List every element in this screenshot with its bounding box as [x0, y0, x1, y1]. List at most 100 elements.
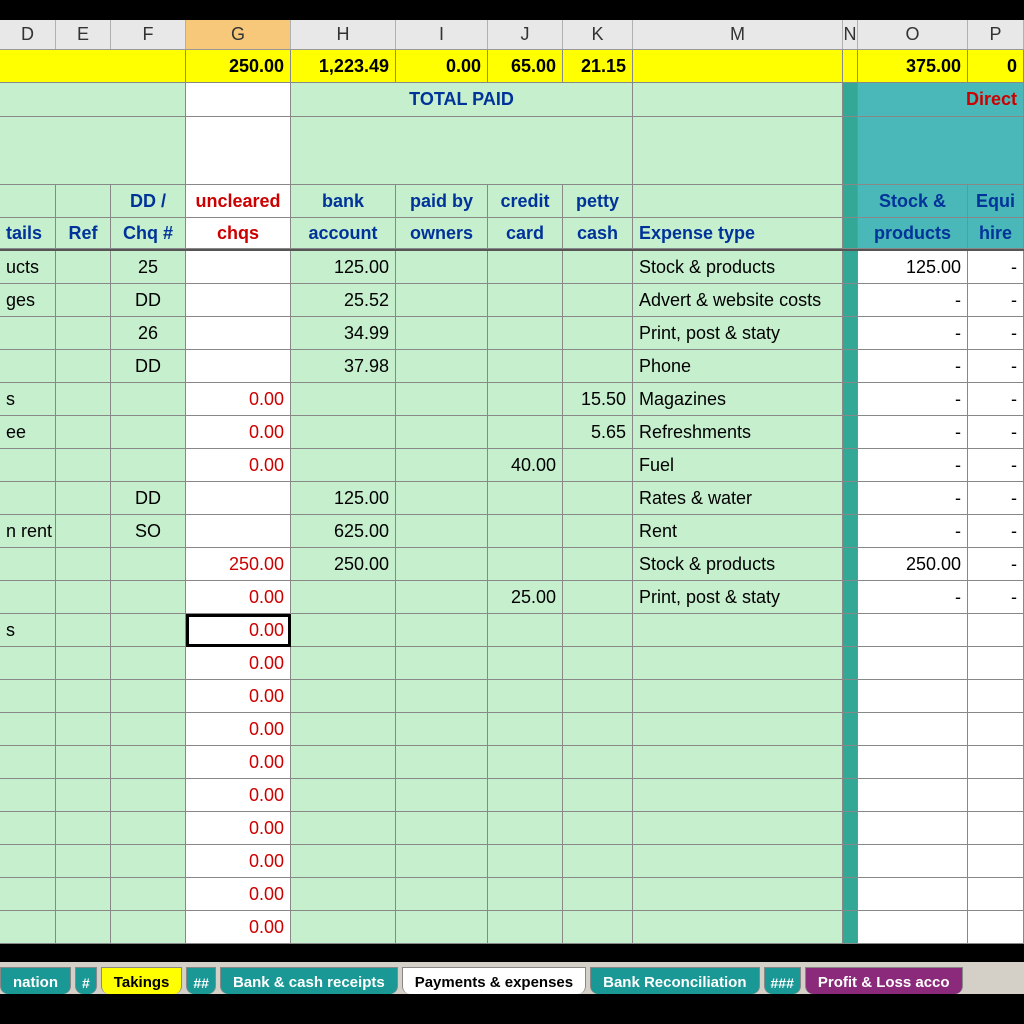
cell-details[interactable]	[0, 581, 56, 614]
cell-uncleared[interactable]: 0.00	[186, 680, 291, 713]
direct-header[interactable]: Direct	[858, 83, 1024, 117]
cell-credit[interactable]: 25.00	[488, 581, 563, 614]
cell-uncleared[interactable]	[186, 284, 291, 317]
cell-uncleared[interactable]	[186, 482, 291, 515]
cell-divider[interactable]	[843, 416, 858, 449]
cell-owners[interactable]	[396, 383, 488, 416]
cell-bank[interactable]	[291, 779, 396, 812]
cell-uncleared[interactable]: 0.00	[186, 746, 291, 779]
cell-expense-type[interactable]: Phone	[633, 350, 843, 383]
cell-credit[interactable]	[488, 482, 563, 515]
lbl-N1[interactable]	[843, 185, 858, 218]
cell-equip[interactable]	[968, 713, 1024, 746]
cell-details[interactable]	[0, 449, 56, 482]
cell-stock[interactable]: -	[858, 449, 968, 482]
cell-uncleared[interactable]: 0.00	[186, 845, 291, 878]
total-H[interactable]: 1,223.49	[291, 50, 396, 83]
cell-divider[interactable]	[843, 548, 858, 581]
lbl-O2[interactable]: products	[858, 218, 968, 249]
cell-credit[interactable]	[488, 878, 563, 911]
cell-owners[interactable]	[396, 482, 488, 515]
cell-bank[interactable]: 34.99	[291, 317, 396, 350]
cell-stock[interactable]: -	[858, 383, 968, 416]
cell-details[interactable]	[0, 812, 56, 845]
cell-stock[interactable]: -	[858, 350, 968, 383]
cell-owners[interactable]	[396, 845, 488, 878]
cell-equip[interactable]: -	[968, 416, 1024, 449]
cell-petty[interactable]	[563, 614, 633, 647]
cell-owners[interactable]	[396, 548, 488, 581]
cell-details[interactable]: ee	[0, 416, 56, 449]
cell-chq[interactable]	[111, 614, 186, 647]
cell-equip[interactable]: -	[968, 548, 1024, 581]
cell-expense-type[interactable]: Rent	[633, 515, 843, 548]
cell-details[interactable]	[0, 713, 56, 746]
sp1[interactable]	[0, 117, 186, 185]
cell-equip[interactable]	[968, 812, 1024, 845]
lbl-N2[interactable]	[843, 218, 858, 249]
cell-uncleared[interactable]: 0.00	[186, 812, 291, 845]
cell-uncleared[interactable]: 0.00	[186, 614, 291, 647]
cell-stock[interactable]: -	[858, 482, 968, 515]
column-header-E[interactable]: E	[56, 20, 111, 49]
cell-chq[interactable]: DD	[111, 284, 186, 317]
cell-uncleared[interactable]	[186, 350, 291, 383]
sheet-tab[interactable]: Payments & expenses	[402, 967, 586, 994]
cell-chq[interactable]	[111, 878, 186, 911]
cell-credit[interactable]: 40.00	[488, 449, 563, 482]
cell-uncleared[interactable]	[186, 251, 291, 284]
cell-petty[interactable]	[563, 911, 633, 944]
cell-ref[interactable]	[56, 317, 111, 350]
cell-ref[interactable]	[56, 614, 111, 647]
cell-equip[interactable]	[968, 680, 1024, 713]
cell-credit[interactable]	[488, 812, 563, 845]
lbl-I2[interactable]: owners	[396, 218, 488, 249]
sect-M[interactable]	[633, 83, 843, 117]
cell-divider[interactable]	[843, 647, 858, 680]
cell-ref[interactable]	[56, 482, 111, 515]
sheet-tab[interactable]: Profit & Loss acco	[805, 967, 963, 994]
cell-bank[interactable]	[291, 647, 396, 680]
sect-G[interactable]	[186, 83, 291, 117]
sheet-tab[interactable]: Takings	[101, 967, 183, 994]
total-paid-header[interactable]: TOTAL PAID	[291, 83, 633, 117]
cell-stock[interactable]: -	[858, 515, 968, 548]
cell-credit[interactable]	[488, 779, 563, 812]
cell-details[interactable]: ucts	[0, 251, 56, 284]
cell-owners[interactable]	[396, 878, 488, 911]
lbl-F2[interactable]: Chq #	[111, 218, 186, 249]
cell-owners[interactable]	[396, 350, 488, 383]
lbl-E2[interactable]: Ref	[56, 218, 111, 249]
cell-bank[interactable]: 37.98	[291, 350, 396, 383]
cell-ref[interactable]	[56, 350, 111, 383]
cell-expense-type[interactable]	[633, 746, 843, 779]
column-header-H[interactable]: H	[291, 20, 396, 49]
column-header-N[interactable]: N	[843, 20, 858, 49]
sheet-tab[interactable]: ##	[186, 967, 216, 994]
cell-equip[interactable]: -	[968, 449, 1024, 482]
cell-chq[interactable]	[111, 680, 186, 713]
cell-ref[interactable]	[56, 383, 111, 416]
cell-expense-type[interactable]	[633, 812, 843, 845]
cell-stock[interactable]	[858, 911, 968, 944]
cell-bank[interactable]	[291, 383, 396, 416]
cell-stock[interactable]	[858, 713, 968, 746]
cell-uncleared[interactable]: 0.00	[186, 878, 291, 911]
cell-owners[interactable]	[396, 812, 488, 845]
cell-details[interactable]: s	[0, 383, 56, 416]
cell-uncleared[interactable]: 0.00	[186, 647, 291, 680]
cell-expense-type[interactable]: Refreshments	[633, 416, 843, 449]
cell-chq[interactable]	[111, 548, 186, 581]
cell-details[interactable]	[0, 482, 56, 515]
cell-divider[interactable]	[843, 713, 858, 746]
cell-ref[interactable]	[56, 548, 111, 581]
lbl-K2[interactable]: cash	[563, 218, 633, 249]
lbl-G2[interactable]: chqs	[186, 218, 291, 249]
cell-credit[interactable]	[488, 350, 563, 383]
cell-divider[interactable]	[843, 878, 858, 911]
cell-credit[interactable]	[488, 680, 563, 713]
cell-chq[interactable]	[111, 779, 186, 812]
cell-ref[interactable]	[56, 581, 111, 614]
cell-equip[interactable]: -	[968, 515, 1024, 548]
sp-div[interactable]	[843, 117, 858, 185]
